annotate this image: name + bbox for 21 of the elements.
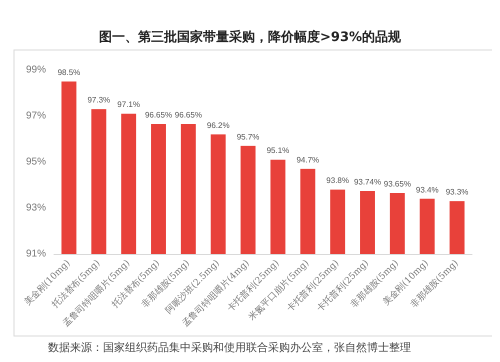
data-label: 93.8% [326, 176, 349, 186]
data-label: 95.7% [236, 132, 260, 142]
data-label: 93.3% [446, 188, 468, 197]
chart-title: 图一、第三批国家带量采购，降价幅度>93%的品规 [98, 29, 402, 45]
data-label: 97.3% [87, 96, 110, 105]
source-note: 数据来源：国家组织药品集中采购和使用联合采购办公室，张自然博士整理 [48, 341, 411, 354]
data-label: 94.7% [296, 155, 320, 164]
data-label: 96.2% [206, 120, 230, 130]
y-tick-label: 91% [26, 248, 46, 260]
y-tick-label: 93% [26, 202, 46, 214]
y-tick-label: 97% [26, 110, 46, 122]
data-label: 96.65% [144, 110, 172, 120]
data-label: 97.1% [117, 100, 140, 110]
data-label: 95.1% [266, 146, 290, 156]
y-tick-label: 95% [26, 156, 46, 168]
data-label: 93.65% [384, 180, 411, 189]
data-label: 98.5% [58, 68, 80, 77]
data-label: 93.74% [354, 177, 382, 186]
data-label: 93.4% [416, 185, 439, 194]
y-tick-label: 99% [26, 64, 46, 76]
data-label: 96.65% [174, 110, 202, 120]
